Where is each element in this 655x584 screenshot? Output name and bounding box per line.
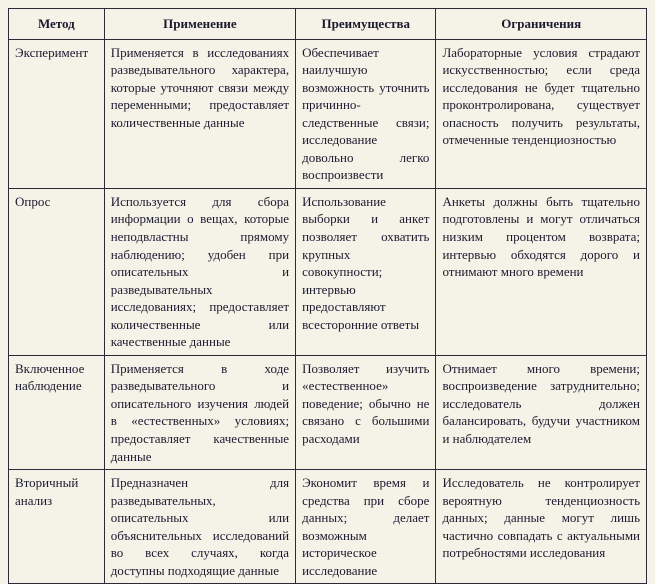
cell-method: Эксперимент — [9, 39, 105, 188]
table-row: Опрос Используется для сбора информации … — [9, 188, 647, 355]
cell-advantages: Использование выборки и анкет позволяет … — [296, 188, 436, 355]
header-method: Метод — [9, 9, 105, 40]
cell-limitations: Лабораторные условия страдают искусствен… — [436, 39, 647, 188]
table-row: Включенное наблюдение Применяется в ходе… — [9, 355, 647, 469]
cell-advantages: Обеспечивает наилучшую возможность уточн… — [296, 39, 436, 188]
header-application: Применение — [104, 9, 295, 40]
cell-application: Применяется в ходе разведывательного и о… — [104, 355, 295, 469]
table-row: Эксперимент Применяется в исследованиях … — [9, 39, 647, 188]
table-header-row: Метод Применение Преимущества Ограничени… — [9, 9, 647, 40]
methods-table: Метод Применение Преимущества Ограничени… — [8, 8, 647, 584]
cell-method: Включенное наблюдение — [9, 355, 105, 469]
cell-application: Применяется в исследованиях разведывател… — [104, 39, 295, 188]
cell-application: Используется для сбора информации о веща… — [104, 188, 295, 355]
cell-limitations: Анкеты должны быть тщательно подготовлен… — [436, 188, 647, 355]
cell-advantages: Позволяет изучить «естественное» поведен… — [296, 355, 436, 469]
cell-method: Опрос — [9, 188, 105, 355]
cell-limitations: Отнимает много времени; воспроизведение … — [436, 355, 647, 469]
header-advantages: Преимущества — [296, 9, 436, 40]
header-limitations: Ограничения — [436, 9, 647, 40]
